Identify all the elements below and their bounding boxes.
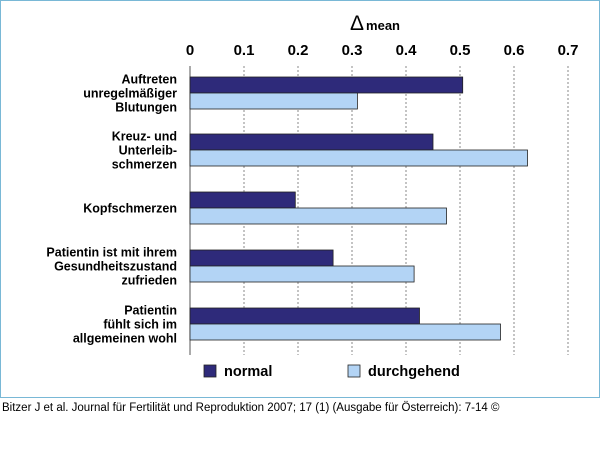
category-label-3-2: zufrieden: [121, 274, 177, 288]
bar-durchgehend-4: [189, 323, 501, 341]
bar-normal-3: [189, 249, 334, 267]
tick-label-1: 0.1: [234, 42, 255, 59]
category-label-0-2: Blutungen: [115, 101, 177, 115]
bar-durchgehend-0: [189, 92, 358, 110]
citation-text: Bitzer J et al. Journal für Fertilität u…: [2, 402, 500, 414]
category-label-1-2: schmerzen: [112, 158, 177, 172]
category-label-1-0: Kreuz- und: [112, 130, 177, 144]
bar-normal-4: [189, 307, 420, 325]
bar-normal-1: [189, 133, 434, 151]
legend-label-normal: normal: [224, 364, 272, 380]
legend-swatch-durchgehend: [347, 364, 361, 378]
category-label-1-1: Unterleib-: [119, 144, 177, 158]
bar-normal-2: [189, 191, 296, 209]
category-label-4-2: allgemeinen wohl: [73, 332, 177, 346]
legend-swatch-normal: [203, 364, 217, 378]
tick-label-5: 0.5: [450, 42, 471, 59]
category-label-2-0: Kopfschmerzen: [83, 202, 177, 216]
tick-label-6: 0.6: [504, 42, 525, 59]
tick-label-4: 0.4: [396, 42, 418, 59]
bar-durchgehend-3: [189, 265, 415, 283]
category-label-0-1: unregelmäßiger: [83, 87, 177, 101]
bar-chart: 0 0.1 0.2 0.3 0.4 0.5 0.6 0.7 Δ mean Auftretenunre…: [46, 12, 579, 380]
bar-normal-0: [189, 76, 464, 94]
category-label-4-1: fühlt sich im: [103, 318, 177, 332]
tick-label-3: 0.3: [342, 42, 363, 59]
category-label-0-0: Auftreten: [121, 73, 177, 87]
category-label-3-1: Gesundheitszustand: [54, 260, 177, 274]
bar-durchgehend-2: [189, 207, 447, 225]
legend-label-durchgehend: durchgehend: [368, 364, 460, 380]
category-label-4-0: Patientin: [124, 304, 177, 318]
tick-label-0: 0: [186, 42, 194, 59]
category-label-3-0: Patientin ist mit ihrem: [46, 246, 177, 260]
tick-label-7: 0.7: [558, 42, 579, 59]
bar-durchgehend-1: [189, 149, 528, 167]
tick-label-2: 0.2: [288, 42, 309, 59]
